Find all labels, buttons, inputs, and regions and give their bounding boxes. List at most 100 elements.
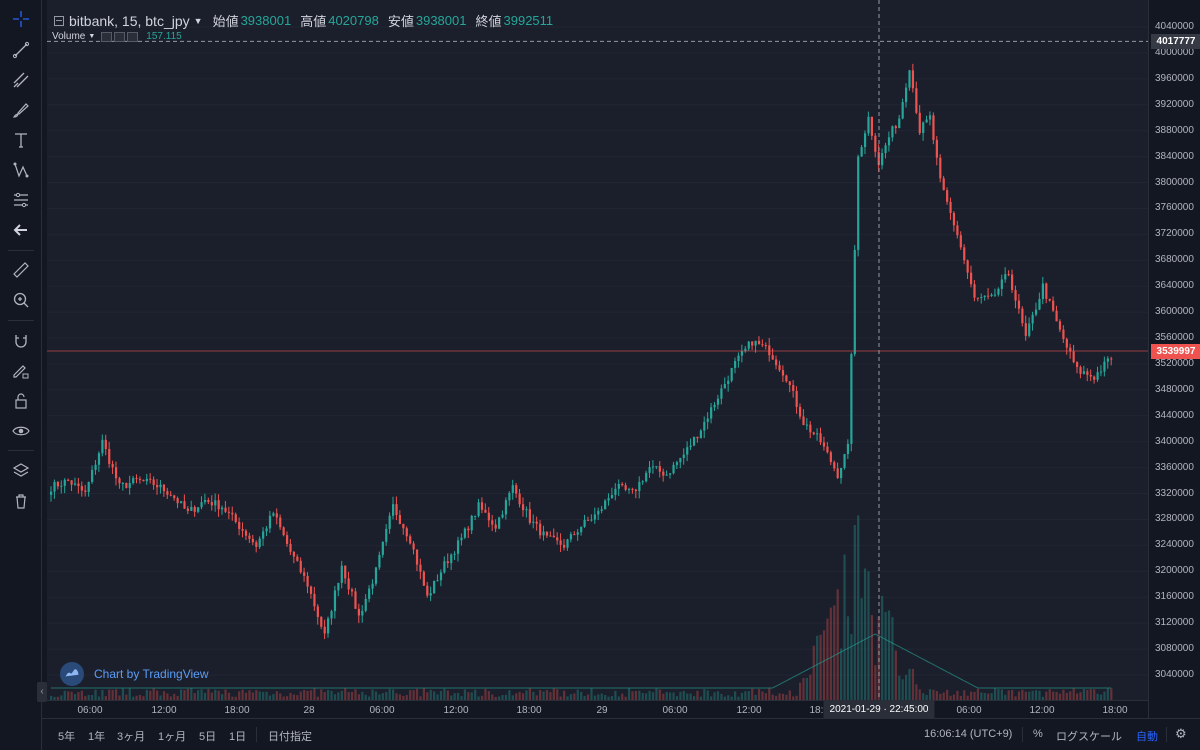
candle (121, 482, 125, 491)
candle (956, 220, 959, 239)
candle (887, 131, 891, 152)
gear-icon[interactable] (114, 31, 126, 42)
chevron-down-icon[interactable]: ▼ (193, 15, 203, 26)
layers-icon[interactable] (6, 458, 36, 484)
candle (409, 534, 412, 545)
gear-icon[interactable]: ⚙ (1175, 726, 1187, 741)
crosshair-icon[interactable] (6, 6, 36, 32)
text-icon[interactable] (6, 127, 36, 153)
range-3m-button[interactable]: 3ヶ月 (117, 731, 146, 743)
candle (63, 478, 66, 494)
price-tick-label: 3560000 (1155, 332, 1194, 344)
volume-bar (104, 696, 107, 700)
candle (501, 510, 504, 519)
volume-bar (785, 694, 788, 700)
candle (857, 154, 860, 257)
prediction-icon[interactable] (6, 187, 36, 213)
candle (521, 497, 525, 517)
trash-icon[interactable] (6, 488, 36, 514)
candle (361, 605, 364, 623)
eye-icon[interactable] (6, 418, 36, 444)
volume-bar (460, 696, 463, 700)
auto-scale-toggle[interactable]: 自動 (1136, 731, 1158, 743)
volume-bar (1062, 689, 1065, 700)
candle (1014, 285, 1017, 309)
volume-bar (173, 693, 176, 700)
volume-bar (511, 695, 514, 700)
collapse-toolbar-button[interactable]: ‹ (37, 682, 47, 702)
candle (279, 514, 282, 531)
volume-bar (145, 689, 148, 700)
collapse-legend-icon[interactable] (54, 15, 64, 26)
candle (422, 570, 425, 586)
volume-study-name[interactable]: Volume (52, 31, 86, 42)
volume-bar (279, 693, 282, 700)
time-axis[interactable]: 06:00 12:00 18:00 28 06:00 12:00 18:00 29 06:00 1… (47, 700, 1148, 719)
lock-icon[interactable] (6, 388, 36, 414)
candlestick-chart[interactable] (47, 0, 1148, 700)
time-tick-label: 18:00 (224, 705, 250, 716)
ruler-icon[interactable] (6, 257, 36, 283)
volume-bar (114, 689, 118, 700)
volume-bar (887, 610, 891, 700)
percent-toggle[interactable]: % (1033, 728, 1043, 740)
chart-pane[interactable] (47, 0, 1148, 718)
candle (617, 479, 620, 497)
candle (576, 529, 579, 541)
candle (320, 616, 323, 630)
magnet-icon[interactable] (6, 328, 36, 354)
candle (138, 476, 142, 484)
clock[interactable]: 16:06:14 (UTC+9) (924, 728, 1013, 740)
candle (976, 297, 980, 302)
volume-bar (1021, 689, 1024, 700)
range-5y-button[interactable]: 5年 (58, 731, 76, 743)
tradingview-watermark[interactable]: Chart by TradingView (60, 662, 209, 686)
volume-bar (515, 693, 518, 700)
volume-bar (604, 695, 607, 700)
candle (607, 493, 610, 506)
range-1m-button[interactable]: 1ヶ月 (158, 731, 187, 743)
log-scale-toggle[interactable]: ログスケール (1056, 731, 1122, 743)
volume-bar (398, 694, 402, 700)
volume-bar (1048, 689, 1051, 700)
volume-bar (959, 695, 962, 700)
eye-icon[interactable] (101, 31, 113, 42)
volume-bar (925, 694, 928, 700)
candle (1007, 270, 1010, 277)
candle (1065, 337, 1068, 355)
candle (922, 121, 925, 141)
candle (227, 506, 231, 520)
candle (378, 551, 381, 570)
candle (152, 476, 155, 490)
back-arrow-icon[interactable] (6, 217, 36, 243)
volume-bar (987, 693, 990, 700)
price-axis[interactable]: 4040000 4000000 3960000 3920000 3880000 38400… (1148, 0, 1200, 718)
pattern-icon[interactable] (6, 157, 36, 183)
chevron-down-icon[interactable]: ▼ (88, 33, 96, 40)
price-tick-label: 3840000 (1155, 150, 1194, 162)
candle (795, 386, 798, 414)
candle (963, 244, 966, 265)
symbol-title[interactable]: bitbank, 15, btc_jpy (69, 12, 190, 29)
candle (631, 487, 634, 494)
range-1y-button[interactable]: 1年 (88, 731, 106, 743)
volume-bar (781, 693, 785, 700)
volume-bar (638, 690, 641, 700)
volume-bar (419, 696, 422, 700)
goto-date-button[interactable]: 日付指定 (268, 731, 312, 743)
volume-bar (313, 688, 316, 700)
range-1d-button[interactable]: 1日 (229, 731, 247, 743)
close-icon[interactable] (127, 31, 139, 42)
volume-bar (176, 695, 179, 700)
volume-bar (1106, 688, 1109, 700)
brush-icon[interactable] (6, 97, 36, 123)
fib-icon[interactable] (6, 67, 36, 93)
zoom-in-icon[interactable] (6, 287, 36, 313)
range-5d-button[interactable]: 5日 (199, 731, 217, 743)
trend-line-icon[interactable] (6, 37, 36, 63)
candle (1004, 267, 1007, 283)
ohlc-high-value: 4020798 (328, 13, 379, 28)
volume-bar (792, 696, 795, 700)
candle (313, 586, 316, 611)
lock-drawing-icon[interactable] (6, 358, 36, 384)
